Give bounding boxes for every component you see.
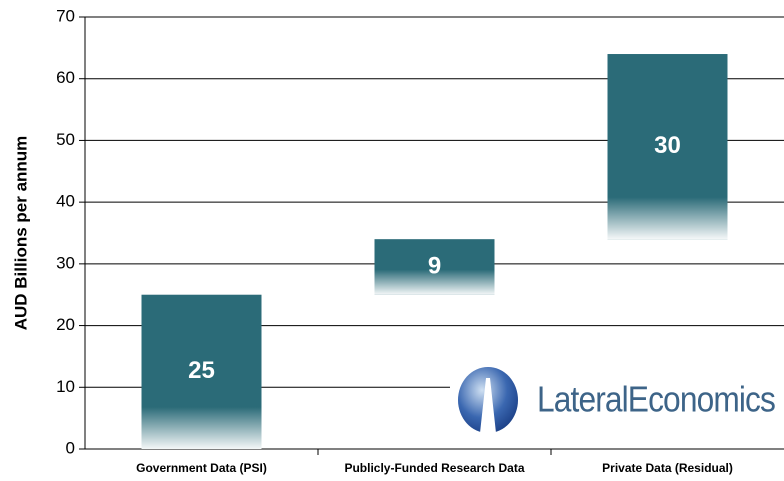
y-tick-label: 0 — [66, 438, 75, 457]
logo-text: LateralEconomics — [537, 379, 775, 420]
value-label: 30 — [654, 132, 681, 159]
value-label: 25 — [188, 357, 215, 384]
x-tick-label: Private Data (Residual) — [602, 461, 733, 475]
logo: LateralEconomics — [450, 360, 784, 440]
value-label: 9 — [428, 252, 441, 279]
y-tick-label: 70 — [56, 6, 75, 25]
bar-fade — [374, 269, 495, 295]
y-axis-label: AUD Billions per annum — [11, 136, 30, 331]
y-tick-label: 60 — [56, 68, 75, 87]
y-tick-label: 30 — [56, 253, 75, 272]
y-tick-label: 20 — [56, 315, 75, 334]
bar-fade — [141, 407, 262, 449]
y-tick-label: 40 — [56, 192, 75, 211]
y-tick-label: 50 — [56, 130, 75, 149]
bar-fade — [607, 197, 728, 240]
x-tick-label: Publicly-Funded Research Data — [344, 461, 524, 475]
y-tick-label: 10 — [56, 377, 75, 396]
x-tick-label: Government Data (PSI) — [136, 461, 267, 475]
logo-beam — [480, 378, 496, 433]
